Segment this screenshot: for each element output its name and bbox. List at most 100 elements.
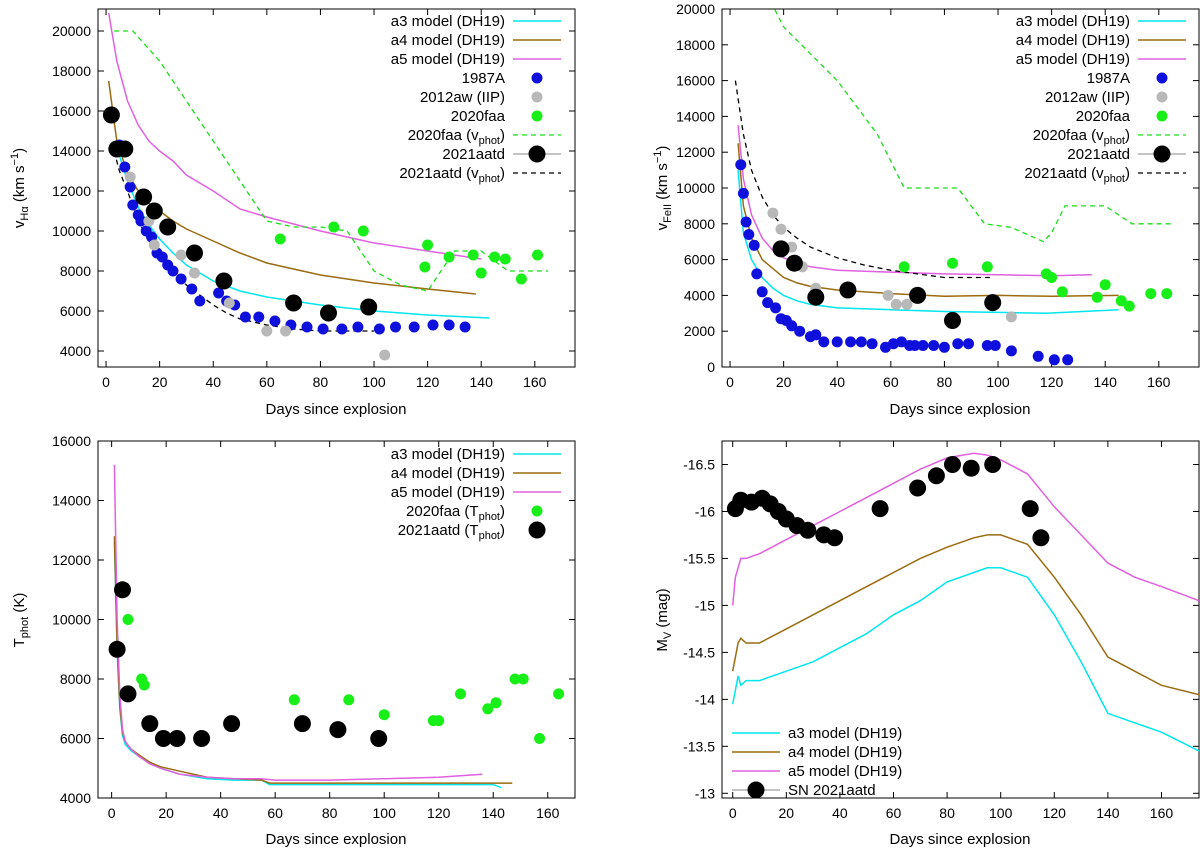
x-tick-label: 100 bbox=[989, 805, 1013, 821]
point-sn1987A bbox=[818, 336, 830, 348]
point-sn2020faa bbox=[357, 225, 369, 237]
legend-2012aw-marker bbox=[1156, 91, 1168, 103]
panel-halpha-velocity: 0 20 40 60 80 100 120 140 160 4000 6000 8000 10000 12… bbox=[9, 8, 576, 418]
point-sn2021aatd bbox=[799, 521, 817, 539]
legend-2020faa: 2020faa bbox=[1076, 108, 1131, 125]
x-tick-label: 80 bbox=[313, 374, 329, 390]
x-tick-label: 60 bbox=[267, 805, 283, 821]
legend-1987A-marker bbox=[531, 72, 543, 84]
point-sn2020faa bbox=[1091, 291, 1103, 303]
point-sn1987A bbox=[1005, 345, 1017, 357]
point-sn1987A bbox=[317, 323, 329, 335]
feii-ticks: 0 20 40 60 80 100 120 140 160 0 2000 4000 6000 8000 10… bbox=[676, 1, 1199, 390]
y-tick-label: 16000 bbox=[676, 73, 715, 89]
halpha-x-axis-label: Days since explosion bbox=[266, 401, 407, 418]
point-sn1987A bbox=[756, 286, 768, 298]
y-tick-label: 12000 bbox=[52, 183, 91, 199]
point-sn2020faa bbox=[490, 697, 502, 709]
legend-2020faa-vphot: 2020faa (vphot) bbox=[1033, 127, 1130, 147]
point-sn2012aw bbox=[124, 171, 136, 183]
x-tick-label: 140 bbox=[482, 805, 506, 821]
y-tick-label: 18000 bbox=[52, 63, 91, 79]
x-tick-label: 160 bbox=[523, 374, 547, 390]
legend-a5: a5 model (DH19) bbox=[391, 51, 505, 68]
point-sn2021aatd bbox=[223, 715, 241, 733]
legend-2012aw: 2012aw (IIP) bbox=[420, 89, 505, 106]
series-line-a5 bbox=[113, 464, 483, 781]
point-sn1987A bbox=[735, 159, 747, 171]
point-sn2020faa bbox=[534, 733, 546, 744]
point-sn2021aatd bbox=[944, 312, 961, 329]
legend-a4: a4 model (DH19) bbox=[1016, 32, 1130, 49]
point-sn2021aatd bbox=[168, 730, 186, 747]
y-tick-label: 20000 bbox=[52, 23, 91, 39]
point-sn1987A bbox=[373, 323, 385, 335]
point-sn2021aatd bbox=[119, 685, 137, 703]
point-sn2021aatd bbox=[807, 288, 825, 306]
x-tick-label: 160 bbox=[1147, 374, 1171, 390]
point-sn2012aw bbox=[1005, 311, 1017, 323]
panel-feii-velocity: 0 20 40 60 80 100 120 140 160 0 2000 4000 6000 8000 10… bbox=[652, 1, 1200, 418]
x-tick-label: 120 bbox=[1043, 805, 1067, 821]
point-sn1987A bbox=[740, 216, 752, 228]
legend-2021aatd-tphot-marker bbox=[528, 521, 546, 539]
y-tick-label: -15 bbox=[695, 597, 715, 613]
y-tick-label: 12000 bbox=[676, 144, 715, 160]
point-sn1987A bbox=[963, 338, 974, 350]
point-sn2020faa bbox=[1145, 288, 1157, 300]
series-line-a3 bbox=[731, 567, 1199, 752]
x-tick-label: 80 bbox=[937, 374, 953, 390]
point-sn1987A bbox=[845, 336, 857, 348]
point-sn2020faa bbox=[1115, 295, 1127, 307]
feii-marks bbox=[734, 9, 1173, 366]
point-sn2012aw bbox=[379, 349, 391, 361]
point-sn2012aw bbox=[775, 223, 787, 235]
feii-legend: a3 model (DH19) a4 model (DH19) a5 model… bbox=[1016, 13, 1186, 185]
point-sn2012aw bbox=[890, 298, 902, 310]
point-sn2020faa bbox=[122, 614, 134, 625]
point-sn2012aw bbox=[189, 267, 200, 279]
point-sn1987A bbox=[269, 315, 281, 327]
halpha-plot-frame bbox=[97, 8, 576, 368]
point-sn1987A bbox=[194, 295, 206, 307]
x-tick-label: 100 bbox=[986, 374, 1010, 390]
legend-1987A-marker bbox=[1156, 72, 1168, 84]
point-sn2021aatd bbox=[193, 730, 211, 747]
legend-a4: a4 model (DH19) bbox=[391, 32, 505, 49]
legend-a4: a4 model (DH19) bbox=[391, 465, 505, 482]
point-sn2021aatd bbox=[772, 240, 790, 258]
point-sn2020faa bbox=[138, 679, 150, 691]
x-tick-label: 140 bbox=[1096, 805, 1120, 821]
y-tick-label: 14000 bbox=[52, 493, 91, 509]
mv-plot-frame bbox=[721, 440, 1200, 799]
point-sn1987A bbox=[408, 321, 420, 333]
point-sn1987A bbox=[213, 287, 225, 299]
legend-a4: a4 model (DH19) bbox=[788, 744, 902, 761]
point-sn1987A bbox=[981, 340, 993, 351]
point-sn2021aatd bbox=[984, 294, 1002, 312]
plot-area bbox=[726, 452, 1199, 752]
legend-a3: a3 model (DH19) bbox=[391, 446, 505, 463]
point-sn2021aatd bbox=[102, 106, 120, 124]
y-tick-label: 8000 bbox=[684, 216, 715, 232]
y-tick-label: -13 bbox=[695, 785, 715, 801]
point-sn1987A bbox=[794, 325, 806, 337]
point-sn2021aatd bbox=[962, 459, 980, 477]
point-sn2020faa bbox=[482, 703, 494, 715]
point-sn2021aatd bbox=[944, 456, 961, 473]
legend-2020faa: 2020faa bbox=[451, 108, 506, 125]
x-tick-label: 160 bbox=[536, 805, 560, 821]
point-sn2020faa bbox=[475, 267, 487, 279]
point-sn2021aatd bbox=[1021, 500, 1039, 518]
point-sn1987A bbox=[135, 215, 147, 227]
point-sn1987A bbox=[831, 336, 843, 348]
point-sn2021aatd bbox=[871, 500, 889, 518]
point-sn1987A bbox=[253, 311, 265, 323]
x-tick-label: 40 bbox=[213, 805, 229, 821]
point-sn1987A bbox=[1032, 350, 1044, 362]
x-tick-label: 120 bbox=[1040, 374, 1064, 390]
point-sn2021aatd bbox=[159, 218, 177, 236]
point-sn2020faa bbox=[419, 261, 431, 273]
point-sn1987A bbox=[855, 336, 867, 348]
point-sn2020faa bbox=[553, 688, 565, 700]
